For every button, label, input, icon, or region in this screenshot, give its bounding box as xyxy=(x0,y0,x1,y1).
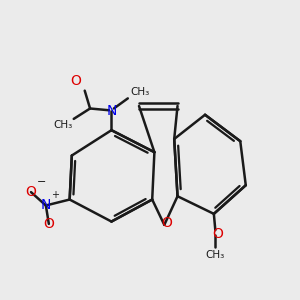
Text: O: O xyxy=(161,216,172,230)
Text: O: O xyxy=(44,217,54,231)
Text: +: + xyxy=(51,190,59,200)
Text: CH₃: CH₃ xyxy=(130,87,149,97)
Text: N: N xyxy=(41,199,51,212)
Text: −: − xyxy=(37,177,46,187)
Text: CH₃: CH₃ xyxy=(206,250,225,260)
Text: O: O xyxy=(26,185,36,199)
Text: N: N xyxy=(106,104,117,118)
Text: O: O xyxy=(70,74,81,88)
Text: CH₃: CH₃ xyxy=(53,120,72,130)
Text: O: O xyxy=(212,227,223,241)
